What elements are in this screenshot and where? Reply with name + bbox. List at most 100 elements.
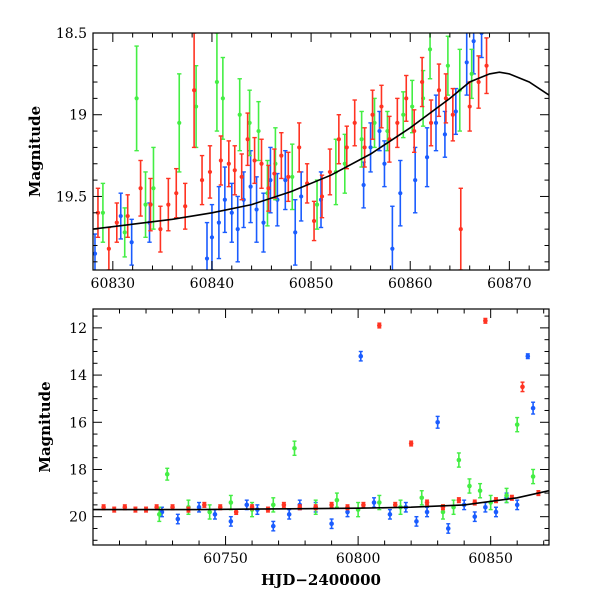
- red-data-point: [122, 504, 128, 510]
- blue-data-point: [387, 512, 393, 517]
- red-data-point: [158, 227, 163, 232]
- blue-data-point: [471, 39, 476, 44]
- red-data-point: [344, 145, 349, 150]
- red-data-point: [379, 104, 384, 109]
- blue-data-point: [235, 227, 240, 232]
- blue-data-point: [286, 512, 292, 517]
- green-data-point: [220, 96, 225, 101]
- green-data-point: [530, 474, 536, 479]
- blue-data-point: [129, 240, 134, 245]
- green-data-point: [359, 137, 364, 142]
- red-series: [101, 317, 541, 516]
- blue-data-point: [371, 500, 377, 505]
- blue-data-point: [93, 251, 98, 256]
- blue-data-point: [525, 353, 531, 359]
- blue-data-point: [204, 256, 210, 261]
- blue-data-point: [464, 60, 469, 65]
- red-data-point: [218, 158, 223, 163]
- red-data-point: [259, 161, 264, 166]
- top-panel: 60830 60840 60850 60860 60870 18.5 19 19.5 Magn…: [26, 26, 550, 292]
- green-data-point: [177, 120, 182, 125]
- blue-data-point: [442, 132, 448, 137]
- green-data-point: [228, 500, 234, 505]
- red-data-point: [101, 504, 106, 510]
- blue-data-point: [254, 207, 259, 212]
- green-data-point: [122, 230, 127, 235]
- red-data-point: [239, 174, 244, 179]
- red-data-point: [166, 202, 171, 207]
- y-tick-label: 18.5: [56, 26, 87, 42]
- red-data-point: [311, 218, 317, 224]
- red-data-point: [154, 504, 159, 510]
- red-data-point: [408, 441, 414, 446]
- red-data-point: [266, 186, 271, 191]
- y-tick-label: 19.5: [56, 189, 87, 205]
- red-data-point: [114, 220, 119, 225]
- red-data-point: [428, 120, 434, 125]
- red-data-point: [450, 112, 455, 117]
- blue-data-point: [229, 210, 234, 215]
- red-data-point: [436, 88, 442, 93]
- blue-data-point: [118, 213, 123, 219]
- x-tick-label: 60850: [468, 551, 513, 567]
- red-data-point: [424, 500, 430, 505]
- blue-data-point: [244, 502, 250, 508]
- red-data-point: [412, 128, 417, 134]
- top-data-layer: [93, 33, 549, 270]
- blue-data-point: [345, 509, 350, 515]
- green-data-point: [372, 120, 377, 125]
- blue-data-point: [483, 504, 488, 510]
- top-y-axis-label: Magnitude: [26, 106, 44, 197]
- top-axis-ticks: 60830 60840 60850 60860 60870 18.5 19 19.5: [56, 26, 550, 292]
- blue-data-point: [445, 526, 451, 531]
- red-data-point: [362, 145, 367, 150]
- blue-data-point: [268, 178, 273, 183]
- red-data-point: [245, 137, 250, 142]
- x-tick-label: 60870: [487, 276, 532, 292]
- x-tick-label: 60830: [91, 276, 136, 292]
- bottom-y-axis-label: Magnitude: [36, 381, 54, 472]
- green-data-point: [410, 104, 415, 109]
- red-data-point: [520, 384, 525, 390]
- red-data-point: [392, 502, 398, 508]
- red-data-point: [395, 120, 400, 125]
- red-data-point: [252, 158, 257, 163]
- blue-data-point: [361, 182, 366, 188]
- green-data-point: [456, 457, 462, 463]
- blue-data-point: [261, 220, 266, 225]
- blue-data-point: [453, 109, 458, 114]
- red-data-point: [476, 79, 481, 85]
- green-series: [156, 416, 536, 523]
- red-data-point: [404, 96, 409, 101]
- blue-data-point: [493, 509, 499, 515]
- blue-data-point: [398, 191, 403, 196]
- blue-data-point: [212, 512, 218, 517]
- blue-data-point: [283, 178, 288, 183]
- y-tick-label: 12: [69, 321, 87, 337]
- red-data-point: [281, 502, 287, 508]
- y-tick-label: 18: [69, 462, 87, 478]
- blue-data-point: [270, 523, 276, 529]
- blue-data-point: [196, 504, 202, 510]
- red-data-point: [170, 504, 175, 510]
- bottom-panel: 60750 60800 60850 12 14 16 18 20 Magnitude HJD−…: [36, 308, 550, 589]
- blue-data-point: [433, 120, 439, 125]
- green-data-point: [440, 509, 446, 515]
- red-data-point: [286, 174, 291, 179]
- green-data-point: [214, 79, 220, 85]
- blue-data-point: [222, 197, 227, 202]
- green-data-point: [469, 71, 474, 76]
- green-series: [100, 33, 474, 258]
- red-data-point: [233, 509, 239, 515]
- red-data-point: [192, 88, 197, 93]
- green-data-point: [247, 120, 252, 125]
- blue-data-point: [424, 509, 430, 515]
- red-series: [95, 33, 489, 270]
- red-data-point: [297, 145, 302, 150]
- bottom-plot-frame: [92, 308, 550, 546]
- y-tick-label: 14: [69, 368, 87, 384]
- green-data-point: [270, 502, 276, 508]
- red-data-point: [352, 120, 357, 125]
- bottom-x-axis-label: HJD−2400000: [261, 571, 381, 589]
